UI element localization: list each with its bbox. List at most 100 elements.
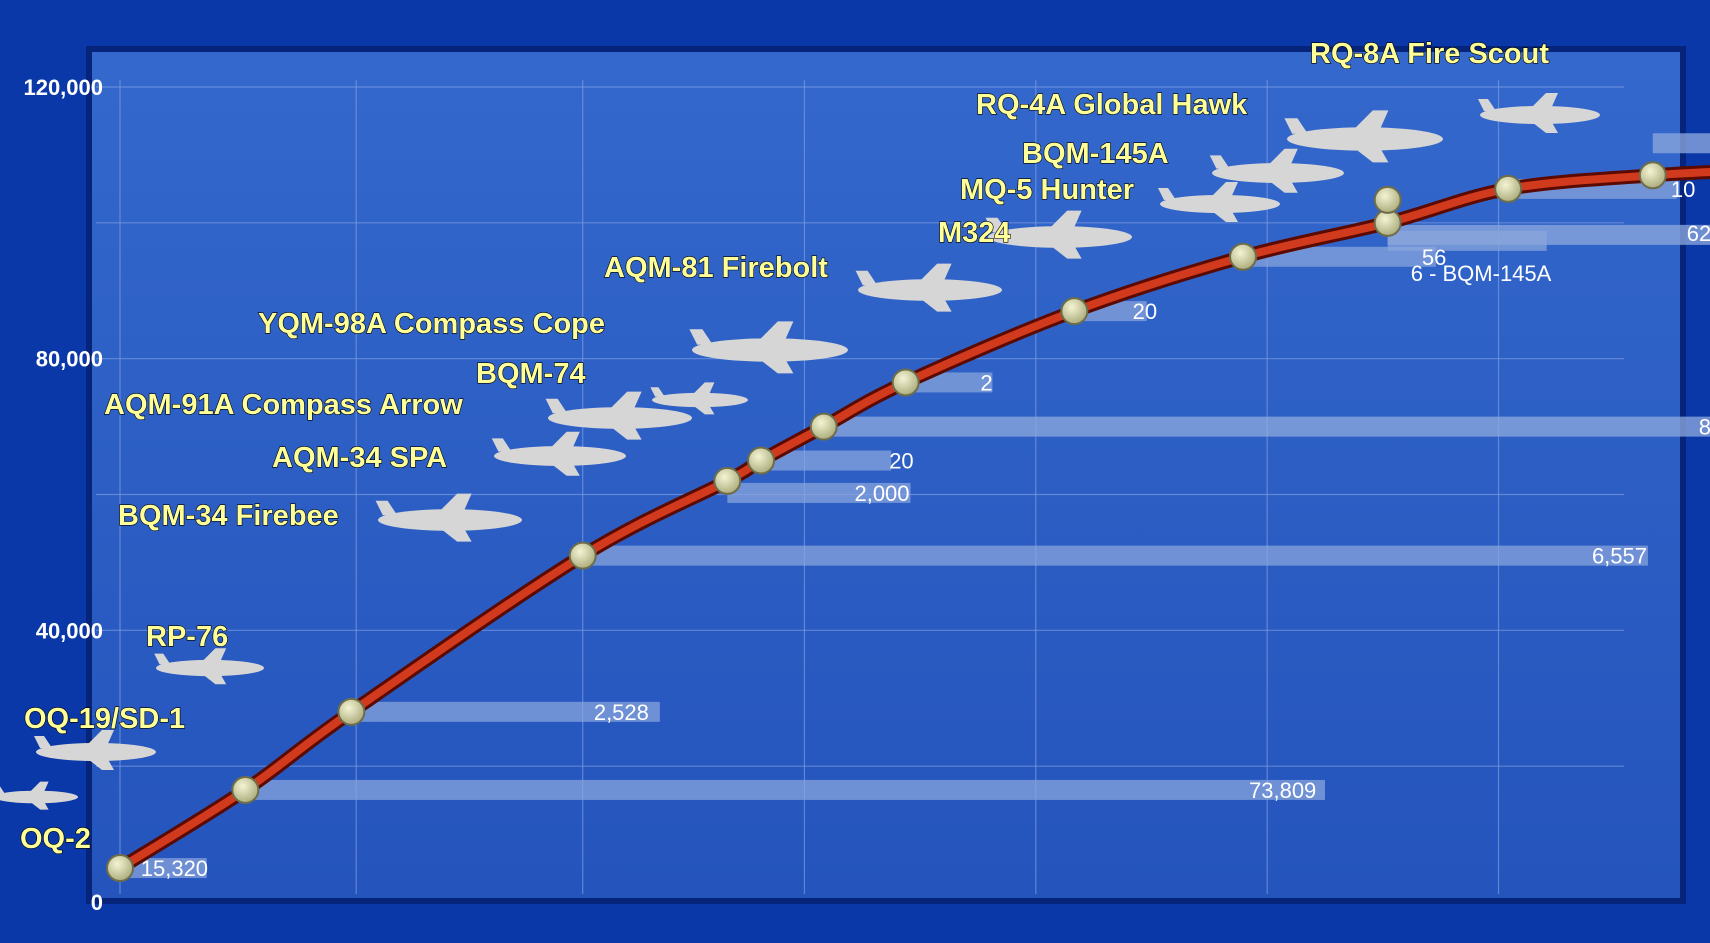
count-label-m324: 56 [1422, 245, 1446, 270]
milestone-marker-aqm-81-firebolt [1060, 297, 1089, 326]
tail-shape [985, 217, 1008, 233]
aircraft-label-m324: M324 [938, 217, 1011, 249]
fuselage-shape [548, 407, 692, 429]
count-label-bqm-145a: 6 - BQM-145A [1411, 261, 1552, 286]
wing-shape [1045, 210, 1082, 259]
count-label-oq-2: 15,320 [141, 856, 208, 881]
helicopter-drone-icon [1478, 93, 1600, 133]
milestone-markers [106, 161, 1667, 883]
tail-shape [545, 398, 568, 414]
count-bar-oq-19-sd-1 [245, 779, 1325, 800]
aircraft-label-bqm-145a: BQM-145A [1022, 138, 1169, 170]
aircraft-label-bqm-34-firebee: BQM-34 Firebee [118, 500, 339, 532]
count-bars [120, 133, 1710, 879]
milestone-marker-aqm-34-spa [713, 466, 742, 495]
fuselage-shape [494, 446, 626, 466]
milestone-marker-rq-8a-fire-scout [1638, 161, 1667, 190]
fuselage-shape [1212, 163, 1344, 183]
wing-shape [435, 493, 472, 542]
milestone-marker-bqm-34-firebee [568, 541, 597, 570]
rocket-target-icon [855, 263, 1002, 312]
tail-shape [1158, 188, 1176, 200]
count-bar-bqm-145a [1387, 230, 1547, 251]
milestone-marker-aqm-91a-compass-arrow [747, 446, 776, 475]
fuselage-shape [988, 226, 1132, 248]
count-label-mq-5-hunter: 62 - Hunter [1687, 221, 1710, 246]
jet-recon-drone-icon [1209, 148, 1344, 193]
aircraft-label-rq-8a-fire-scout: RQ-8A Fire Scout [1310, 38, 1549, 70]
aircraft-names: OQ-2 OQ-19/SD-1 RP-76 BQM-34 Firebee AQM-34 … [19, 37, 1550, 855]
fuselage-shape [1287, 127, 1443, 151]
wing-shape [915, 263, 952, 312]
fuselage-shape [156, 659, 264, 677]
wing-shape [546, 431, 580, 476]
wing-shape [690, 382, 715, 415]
count-label-aqm-34-spa: 2,000 [854, 481, 909, 506]
aircraft-label-oq-19-sd-1: OQ-19/SD-1 [24, 703, 185, 735]
y-tick-label: 120,000 [23, 75, 103, 100]
cruise-drone-icon [985, 210, 1132, 259]
milestone-marker-yqm-98a-compass-cope [891, 368, 920, 397]
aircraft-label-bqm-74: BQM-74 [476, 358, 586, 390]
count-label-bqm-34-firebee: 6,557 [1592, 544, 1647, 569]
aircraft-label-aqm-91a-compass-arrow: AQM-91A Compass Arrow [104, 389, 463, 421]
wing-shape [84, 730, 114, 770]
aircraft-label-aqm-81-firebolt: AQM-81 Firebolt [604, 252, 828, 284]
aircraft-label-rp-76: RP-76 [146, 621, 228, 653]
tail-shape [375, 500, 398, 516]
wing-shape [27, 781, 49, 810]
target-missile-icon [154, 648, 264, 685]
count-label-aqm-81-firebolt: 20 [1133, 299, 1157, 324]
count-bar-aqm-34-spa [727, 482, 911, 503]
count-label-rq-4a-global-hawk: 10 [1671, 177, 1695, 202]
small-target-icon [650, 382, 748, 415]
wing-shape [1264, 148, 1298, 193]
tail-shape [650, 387, 665, 397]
recon-drone-icon [491, 431, 626, 476]
tail-shape [1478, 99, 1496, 111]
twin-boom-drone-icon [1158, 182, 1280, 222]
milestone-marker-rp-76 [337, 697, 366, 726]
aircraft-label-mq-5-hunter: MQ-5 Hunter [960, 174, 1134, 206]
aircraft-label-yqm-98a-compass-cope: YQM-98A Compass Cope [258, 308, 605, 340]
fuselage-shape [0, 790, 78, 804]
count-bar-bqm-34-firebee [582, 545, 1648, 566]
fuselage-shape [378, 509, 522, 531]
milestone-marker-rq-4a-global-hawk [1494, 174, 1523, 203]
tail-shape [34, 736, 52, 748]
milestone-marker-oq-19-sd-1 [231, 775, 260, 804]
fuselage-shape [1480, 106, 1600, 124]
propeller-plane-icon [34, 730, 156, 770]
y-tick-label: 40,000 [36, 618, 103, 643]
count-labels: 15,32073,8092,5286,5572,000208,157220566… [141, 177, 1710, 881]
count-label-oq-19-sd-1: 73,809 [1249, 778, 1316, 803]
fuselage-shape [652, 392, 748, 408]
wing-shape [754, 321, 794, 374]
tail-shape [154, 653, 171, 665]
wing-shape [1208, 182, 1238, 222]
aircraft-label-aqm-34-spa: AQM-34 SPA [272, 442, 447, 474]
wing-shape [605, 391, 642, 440]
fuselage-shape [692, 338, 848, 362]
count-arrow-rq-8a-fire-scout [1652, 133, 1710, 154]
wing-shape [1349, 110, 1389, 163]
y-tick-label: 80,000 [36, 347, 103, 372]
count-label-bqm-74: 8,157 [1699, 415, 1710, 440]
stealth-drone-icon [545, 391, 692, 440]
count-label-rp-76: 2,528 [594, 700, 649, 725]
count-arrow-bqm-74 [823, 416, 1710, 437]
milestone-marker-bqm-145a [1373, 185, 1402, 214]
wing-shape [199, 648, 227, 685]
fuselage-shape [1160, 195, 1280, 213]
fuselage-shape [858, 279, 1002, 301]
fuselage-shape [36, 743, 156, 761]
y-axis-ticks: 0 40,000 80,000 120,000 [23, 75, 103, 915]
plot-area [92, 52, 1680, 898]
jet-drone-icon [375, 493, 522, 542]
wing-shape [1528, 93, 1558, 133]
tail-shape [855, 270, 878, 286]
milestone-marker-m324 [1229, 242, 1258, 271]
count-bar-rp-76 [351, 701, 660, 722]
y-tick-label: 0 [91, 890, 103, 915]
